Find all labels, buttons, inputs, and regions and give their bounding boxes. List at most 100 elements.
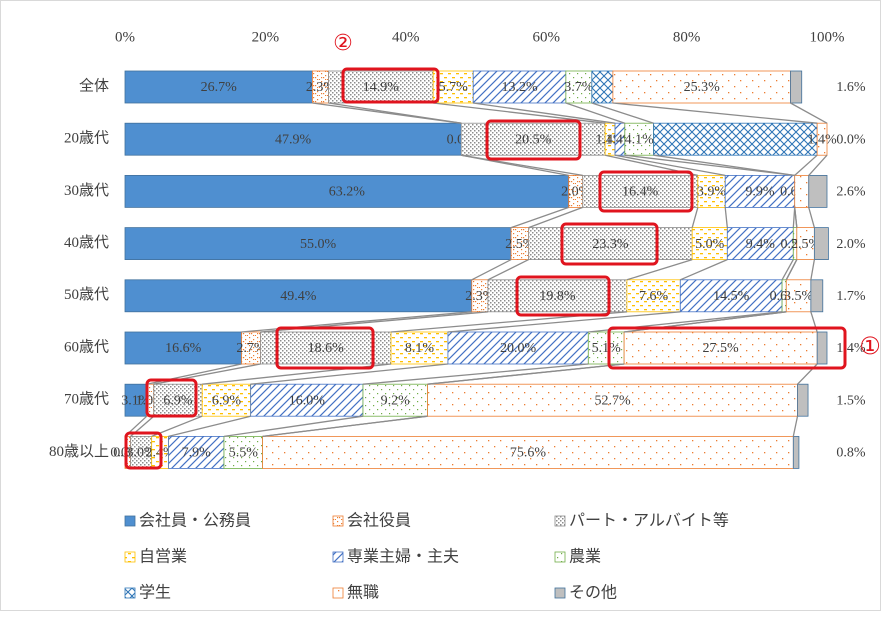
x-tick-label: 0% bbox=[115, 29, 135, 45]
data-label: 63.2% bbox=[329, 185, 366, 200]
bar-segment bbox=[797, 383, 809, 417]
series-line bbox=[794, 207, 798, 228]
bar-segment bbox=[813, 227, 829, 261]
series-line bbox=[591, 102, 654, 124]
data-label: 23.3% bbox=[592, 237, 629, 252]
series-line bbox=[328, 102, 462, 124]
series-line bbox=[724, 207, 728, 228]
highlight-box bbox=[560, 222, 659, 266]
data-label: 49.4% bbox=[280, 289, 317, 304]
bar-segment bbox=[124, 174, 570, 208]
series-line bbox=[680, 259, 728, 281]
data-label: 5.5% bbox=[229, 446, 259, 461]
series-line bbox=[792, 416, 799, 437]
bar-segment bbox=[250, 383, 364, 417]
data-label: 2.3% bbox=[306, 80, 336, 95]
bar-segment bbox=[528, 227, 693, 261]
legend-swatch bbox=[332, 515, 344, 527]
data-label: 55.0% bbox=[300, 237, 337, 252]
legend-label: パート・アルバイト等 bbox=[569, 512, 729, 530]
series-line bbox=[250, 363, 448, 385]
series-line bbox=[510, 206, 569, 229]
data-label: 2.0% bbox=[836, 237, 866, 252]
legend-swatch bbox=[332, 551, 344, 563]
data-label: 3.0% bbox=[127, 446, 157, 461]
data-label: 0.0% bbox=[836, 132, 866, 147]
data-label: 2.3% bbox=[465, 289, 495, 304]
series-line bbox=[691, 207, 699, 228]
y-tick-label: 60歳代 bbox=[64, 338, 109, 355]
series-line bbox=[262, 415, 428, 438]
series-line bbox=[168, 415, 251, 438]
data-label: 2.7% bbox=[236, 341, 266, 356]
bar-segment bbox=[691, 227, 728, 261]
y-tick-label: 70歳代 bbox=[64, 391, 109, 408]
bar-segment bbox=[792, 435, 800, 469]
y-tick-label: 20歳代 bbox=[64, 130, 109, 147]
data-label: 25.3% bbox=[684, 80, 721, 95]
bar-segment bbox=[432, 70, 474, 104]
series-line bbox=[471, 259, 512, 281]
bar-segment bbox=[262, 435, 794, 469]
series-line bbox=[781, 259, 794, 281]
series-line bbox=[473, 102, 616, 124]
bar-segment bbox=[794, 174, 810, 208]
x-tick-label: 100% bbox=[810, 29, 845, 45]
series-line bbox=[626, 258, 693, 281]
bar-segment bbox=[697, 174, 726, 208]
bar-segment bbox=[816, 122, 828, 156]
data-label: 5.1% bbox=[592, 341, 622, 356]
data-label: 13.2% bbox=[501, 80, 538, 95]
bar-segment bbox=[362, 383, 428, 417]
legend-swatch bbox=[554, 587, 566, 599]
data-label: 14.5% bbox=[713, 289, 750, 304]
series-line bbox=[565, 102, 626, 124]
bar-segment bbox=[582, 174, 699, 208]
data-label: 47.9% bbox=[275, 132, 312, 147]
series-line bbox=[223, 415, 364, 438]
highlight-box bbox=[515, 275, 611, 317]
bar-segment bbox=[201, 383, 252, 417]
bar-segment bbox=[810, 279, 824, 313]
y-tick-label: 全体 bbox=[79, 76, 109, 94]
series-line bbox=[624, 154, 795, 177]
data-label: 0.8% bbox=[836, 446, 866, 461]
data-label: 9.2% bbox=[381, 393, 411, 408]
data-label: 18.6% bbox=[308, 341, 345, 356]
data-label: 16.0% bbox=[289, 393, 326, 408]
data-label: 3.5% bbox=[784, 289, 814, 304]
series-line bbox=[427, 363, 625, 385]
legend-label: 学生 bbox=[139, 584, 171, 602]
data-label: 26.7% bbox=[201, 80, 238, 95]
data-label: 3.1% bbox=[121, 393, 151, 408]
data-label: 9.9% bbox=[745, 185, 775, 200]
legend-label: 会社役員 bbox=[347, 512, 411, 530]
bar-segment bbox=[565, 70, 593, 104]
data-label: 9.4% bbox=[746, 237, 776, 252]
data-label: 1.5% bbox=[836, 393, 866, 408]
highlight-box bbox=[598, 170, 694, 213]
bar-segment bbox=[587, 331, 625, 365]
series-line bbox=[487, 259, 529, 281]
bar-segment bbox=[623, 331, 818, 365]
legend-label: 自営業 bbox=[139, 548, 187, 566]
bar-segment bbox=[816, 331, 828, 365]
data-label: 20.0% bbox=[500, 341, 537, 356]
data-label: 20.5% bbox=[515, 132, 552, 147]
x-tick-label: 60% bbox=[532, 29, 560, 45]
y-tick-label: 40歳代 bbox=[64, 234, 109, 251]
x-tick-label: 40% bbox=[392, 29, 420, 45]
bar-segment bbox=[447, 331, 589, 365]
data-label: 7.9% bbox=[182, 446, 212, 461]
bar-segment bbox=[472, 70, 567, 104]
highlight-box bbox=[607, 326, 847, 370]
legend-swatch bbox=[554, 515, 566, 527]
legend-label: 農業 bbox=[569, 548, 601, 566]
legend-label: その他 bbox=[569, 584, 617, 602]
series-line bbox=[794, 154, 818, 176]
bar-segment bbox=[679, 279, 783, 313]
data-label: 5.7% bbox=[439, 80, 469, 95]
y-tick-label: 80歳以上 bbox=[49, 443, 109, 460]
series-line bbox=[362, 363, 589, 385]
